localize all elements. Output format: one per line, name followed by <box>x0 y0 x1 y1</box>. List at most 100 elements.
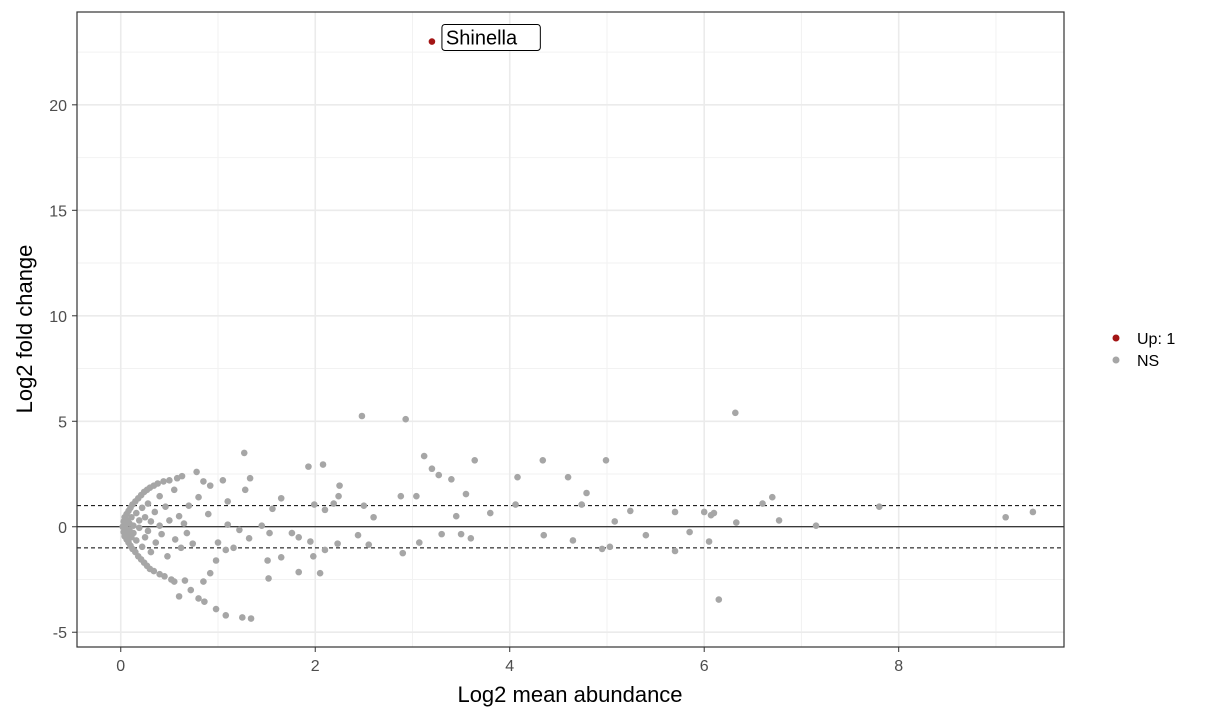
minor-gridlines <box>77 12 1064 647</box>
ns-point <box>420 452 428 460</box>
ns-point <box>156 492 163 500</box>
ns-point <box>170 578 178 585</box>
ns-point <box>539 456 547 464</box>
ns-point <box>606 543 614 551</box>
ns-point <box>206 482 214 489</box>
ns-point <box>710 509 718 517</box>
ns-point <box>158 530 165 538</box>
ns-point <box>309 552 317 560</box>
ns-point <box>230 544 237 552</box>
ns-point <box>671 508 679 516</box>
ns-point <box>178 472 186 480</box>
y-tick-label: 10 <box>49 309 67 326</box>
ns-point <box>277 494 285 502</box>
ns-point <box>151 508 159 516</box>
ns-point <box>195 493 202 501</box>
ns-point <box>147 518 155 525</box>
ns-point <box>171 536 179 543</box>
ns-point <box>310 501 318 508</box>
ns-point <box>166 477 173 484</box>
ns-point <box>177 544 185 552</box>
legend-key <box>1112 334 1120 342</box>
y-tick-label: 0 <box>58 520 67 537</box>
ns-point <box>365 541 373 548</box>
ns-point <box>224 521 232 528</box>
ns-point <box>150 567 158 575</box>
ns-point <box>428 465 436 473</box>
ns-point <box>686 528 693 536</box>
ns-point <box>452 512 460 520</box>
ns-point <box>265 575 272 582</box>
ns-point <box>239 614 246 621</box>
ns-point <box>266 529 273 537</box>
ns-point <box>214 539 222 546</box>
ns-point <box>768 493 776 501</box>
ns-point <box>358 412 366 420</box>
ns-point <box>204 510 212 518</box>
ns-point <box>295 533 303 541</box>
ns-point <box>247 615 255 622</box>
ns-point <box>354 531 362 539</box>
ns-point <box>130 529 137 537</box>
ns-point <box>212 557 220 564</box>
ns-point <box>321 546 329 554</box>
ns-point <box>156 522 163 529</box>
ns-point <box>133 537 140 544</box>
ns-point <box>200 578 207 585</box>
ns-point <box>402 415 409 423</box>
ns-point <box>183 529 191 537</box>
legend: Up: 1 NS <box>1112 331 1175 370</box>
ns-point <box>277 554 285 561</box>
ns-point <box>334 540 341 547</box>
legend-key <box>1112 356 1120 364</box>
ns-point <box>180 520 188 527</box>
ns-point <box>448 475 455 483</box>
data-points <box>119 38 1037 622</box>
ns-point <box>147 548 155 556</box>
ns-point <box>154 480 162 487</box>
annotations: Shinella <box>441 24 541 52</box>
ns-point <box>336 482 343 489</box>
ns-point <box>175 593 183 600</box>
ns-point <box>435 471 443 479</box>
ns-point <box>128 513 135 521</box>
annotation-box <box>441 24 541 52</box>
ns-point <box>133 509 140 517</box>
ns-point <box>467 535 475 542</box>
ns-point <box>642 531 650 539</box>
ns-point <box>611 518 619 525</box>
ns-point <box>564 473 572 481</box>
ns-point <box>181 577 189 584</box>
ns-point <box>486 509 494 517</box>
ns-point <box>759 500 766 507</box>
ns-point <box>222 612 230 619</box>
ns-point <box>583 489 590 497</box>
ns-point <box>269 505 276 513</box>
ns-point <box>438 530 445 538</box>
legend-label: NS <box>1137 353 1159 370</box>
ns-point <box>330 500 338 507</box>
ns-point <box>307 538 314 545</box>
ns-point <box>138 504 146 512</box>
ns-point <box>370 513 377 521</box>
ns-point <box>135 517 143 524</box>
ns-point <box>152 539 160 546</box>
ns-point <box>305 463 312 470</box>
ns-point <box>812 522 820 529</box>
y-tick-label: 5 <box>58 414 67 431</box>
reference-lines <box>77 505 1064 549</box>
ns-point <box>316 569 324 577</box>
ns-point <box>222 546 230 554</box>
ns-point <box>578 501 585 508</box>
annotation-label: Shinella <box>446 28 518 50</box>
ns-point <box>512 501 519 508</box>
ns-point <box>187 586 195 594</box>
x-tick-label: 6 <box>700 658 709 675</box>
ns-point <box>514 473 521 481</box>
ns-point <box>161 573 168 580</box>
ns-point <box>162 503 169 511</box>
ns-point <box>875 503 883 511</box>
ns-point <box>160 478 167 485</box>
ns-point <box>224 498 232 505</box>
